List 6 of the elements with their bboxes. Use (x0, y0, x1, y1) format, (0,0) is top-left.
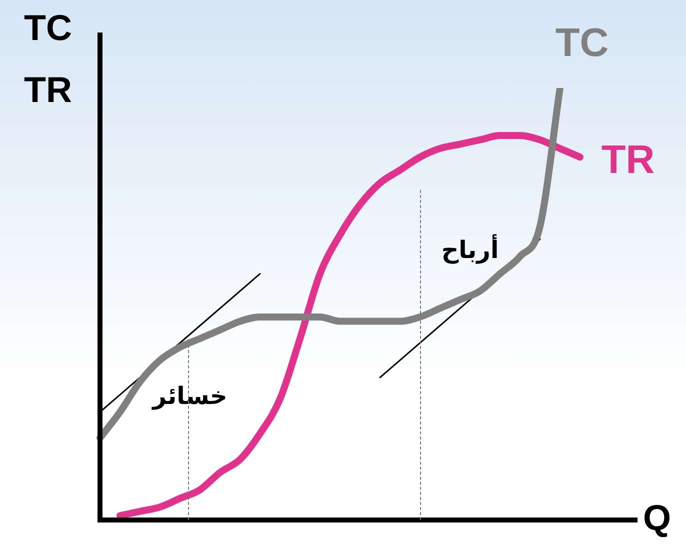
annotation: أرباح (441, 234, 499, 264)
series-label: TR (601, 138, 655, 182)
y-axis-title: TC TR (24, 6, 72, 110)
series-label: TC (555, 21, 609, 66)
annotation: خسائر (152, 382, 228, 410)
x-axis-title: Q (642, 496, 672, 538)
